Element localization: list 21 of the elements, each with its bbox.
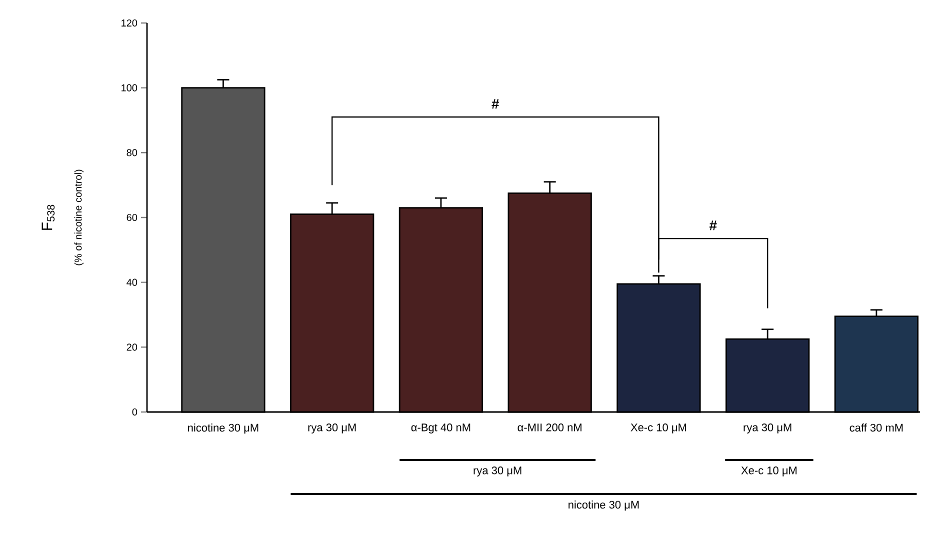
y-tick-label: 60 (126, 214, 138, 222)
y-tick-label: 20 (126, 344, 138, 351)
x-tick-label: α-MII 200 nM (518, 424, 582, 432)
y-tick-label: 40 (126, 278, 138, 286)
y-tick-label: 80 (126, 149, 138, 156)
text: rya 30 μM (474, 466, 522, 476)
x-tick-label: caff 30 mM (850, 424, 903, 432)
annotation: # (709, 220, 717, 230)
x-tick-label: rya 30 μM (308, 424, 356, 434)
y-tick-label: 120 (122, 19, 138, 27)
text: nicotine 30 μM (568, 500, 639, 511)
text: Xe-c 10 μM (741, 466, 797, 476)
y-tick-label: 0 (132, 408, 138, 416)
x-tick-label: nicotine 30 μM (188, 424, 258, 434)
y-tick-label: 100 (122, 84, 138, 92)
x-tick-label: rya 30 μM (744, 424, 792, 434)
text: (% of nicotine control) (74, 170, 84, 266)
y-axis-title: F$_{538}$ (42, 204, 55, 230)
x-tick-label: α-Bgt 40 nM (411, 424, 470, 434)
x-tick-label: Xe-c 10 μM (630, 424, 686, 434)
annotation: # (492, 99, 500, 109)
